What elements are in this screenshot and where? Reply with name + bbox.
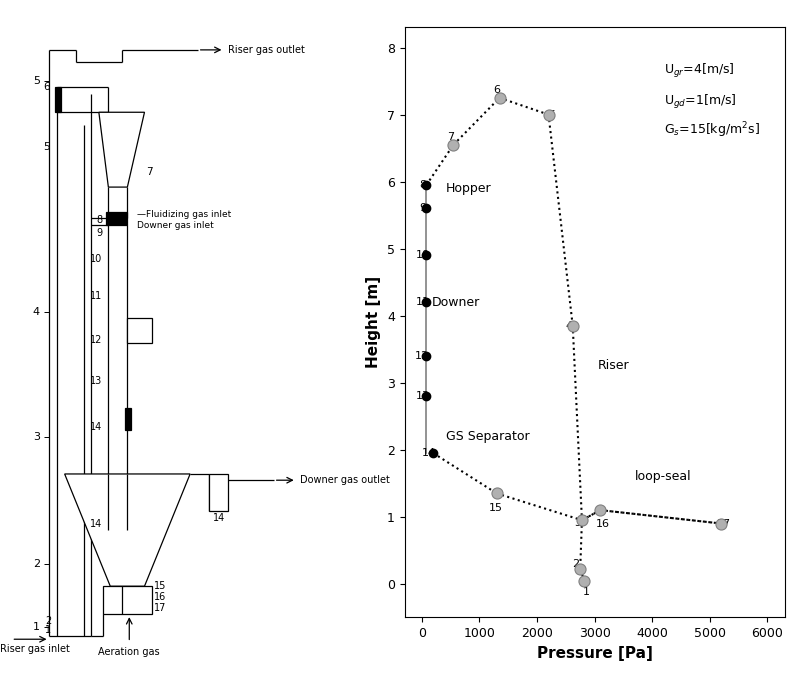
Text: 14: 14 bbox=[91, 423, 103, 432]
Bar bbox=[55, 87, 61, 113]
Text: 15: 15 bbox=[489, 503, 502, 513]
Text: U$_{gr}$=4[m/s]: U$_{gr}$=4[m/s] bbox=[663, 62, 735, 80]
Text: 5: 5 bbox=[548, 110, 555, 119]
Text: 6: 6 bbox=[43, 82, 49, 93]
Text: 1: 1 bbox=[582, 587, 590, 597]
Text: G$_{s}$=15[kg/m$^{2}$s]: G$_{s}$=15[kg/m$^{2}$s] bbox=[663, 121, 760, 141]
Text: 3: 3 bbox=[574, 518, 582, 528]
Bar bbox=[103, 587, 152, 614]
Text: 2: 2 bbox=[45, 615, 51, 626]
Text: 17: 17 bbox=[154, 603, 167, 613]
Text: 2: 2 bbox=[33, 559, 40, 569]
Text: GS Separator: GS Separator bbox=[446, 429, 530, 442]
Text: 16: 16 bbox=[596, 519, 610, 528]
Text: Downer gas inlet: Downer gas inlet bbox=[137, 221, 214, 230]
Text: loop-seal: loop-seal bbox=[635, 470, 692, 483]
Text: 8: 8 bbox=[96, 215, 103, 225]
Text: —Fluidizing gas inlet: —Fluidizing gas inlet bbox=[137, 210, 231, 219]
Text: 12: 12 bbox=[91, 335, 103, 345]
Text: 1: 1 bbox=[45, 625, 51, 635]
Polygon shape bbox=[65, 474, 190, 587]
Text: 11: 11 bbox=[415, 297, 430, 307]
Text: Hopper: Hopper bbox=[446, 182, 492, 195]
Text: 13: 13 bbox=[91, 375, 103, 386]
Bar bbox=[107, 212, 127, 224]
Text: 5: 5 bbox=[33, 76, 40, 86]
Bar bbox=[125, 408, 131, 430]
Text: 14: 14 bbox=[91, 519, 103, 529]
Text: U$_{gd}$=1[m/s]: U$_{gd}$=1[m/s] bbox=[663, 93, 736, 110]
Text: 7: 7 bbox=[146, 167, 153, 176]
Text: 8: 8 bbox=[420, 180, 427, 190]
Text: 14: 14 bbox=[213, 512, 225, 523]
Bar bbox=[127, 318, 152, 343]
Text: 4: 4 bbox=[565, 321, 572, 331]
Text: Downer: Downer bbox=[431, 296, 480, 309]
Text: 3: 3 bbox=[33, 431, 40, 442]
Bar bbox=[209, 474, 228, 511]
Text: 5: 5 bbox=[43, 142, 49, 152]
Text: Riser gas outlet: Riser gas outlet bbox=[228, 45, 305, 55]
Text: 16: 16 bbox=[154, 592, 166, 602]
Text: 7: 7 bbox=[447, 132, 454, 142]
Text: 12: 12 bbox=[415, 351, 430, 361]
Y-axis label: Height [m]: Height [m] bbox=[366, 276, 381, 368]
Text: 4: 4 bbox=[33, 307, 40, 317]
Text: 9: 9 bbox=[420, 204, 427, 213]
Text: 10: 10 bbox=[415, 250, 430, 261]
Text: Downer gas outlet: Downer gas outlet bbox=[300, 475, 390, 485]
Polygon shape bbox=[99, 113, 145, 187]
Text: 2: 2 bbox=[573, 560, 580, 569]
Text: 9: 9 bbox=[96, 228, 103, 238]
Text: 15: 15 bbox=[154, 581, 167, 591]
Text: 13: 13 bbox=[415, 391, 430, 401]
Text: Riser: Riser bbox=[598, 359, 629, 372]
X-axis label: Pressure [Pa]: Pressure [Pa] bbox=[536, 646, 653, 661]
Text: 1: 1 bbox=[33, 622, 40, 632]
Text: 14: 14 bbox=[422, 448, 436, 458]
Text: 6: 6 bbox=[493, 85, 500, 95]
Text: Aeration gas: Aeration gas bbox=[99, 647, 160, 657]
Text: 17: 17 bbox=[717, 519, 731, 528]
Text: Riser gas inlet: Riser gas inlet bbox=[0, 643, 70, 654]
Text: 11: 11 bbox=[91, 292, 103, 301]
Text: 10: 10 bbox=[91, 254, 103, 264]
